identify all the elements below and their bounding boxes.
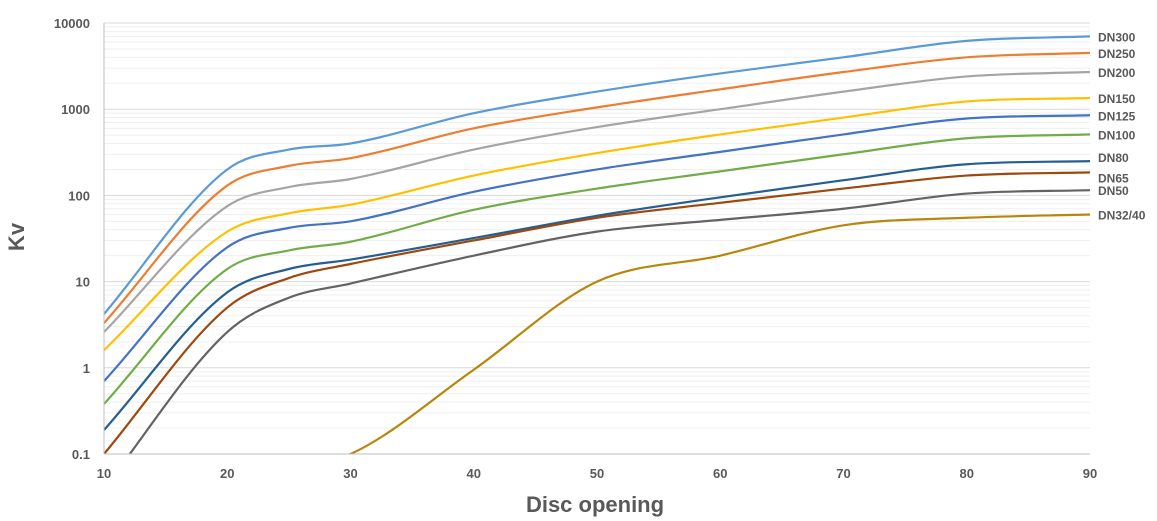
series-line-dn32-40: [347, 213, 1091, 454]
series-line-dn100: [104, 133, 1091, 405]
series-label-dn200: DN200: [1098, 66, 1136, 80]
series-label-dn125: DN125: [1098, 109, 1136, 123]
series-label-dn65: DN65: [1098, 171, 1129, 185]
series-line-dn80: [104, 160, 1091, 431]
series-line-dn300: [104, 35, 1091, 315]
series-line-dn200: [104, 70, 1091, 333]
gridlines: [104, 22, 1090, 455]
y-tick-label: 1: [83, 361, 90, 376]
y-tick-label: 10000: [54, 16, 90, 31]
x-axis-title: Disc opening: [526, 492, 664, 517]
x-tick-label: 10: [97, 466, 111, 481]
series-line-dn125: [104, 114, 1091, 382]
y-tick-label: 0.1: [72, 447, 90, 462]
series-label-dn100: DN100: [1098, 128, 1136, 142]
series-label-dn50: DN50: [1098, 184, 1129, 198]
x-tick-label: 20: [220, 466, 234, 481]
axes: 10 20 30 40 50 60 70 80 90 0.1 1 10 100 1000 10000: [54, 16, 1097, 481]
y-tick-label: 10: [76, 275, 90, 290]
series-label-dn250: DN250: [1098, 47, 1136, 61]
x-tick-label: 50: [590, 466, 604, 481]
series-labels: DN300DN250DN200DN150DN125DN100DN80DN65DN…: [1098, 30, 1146, 222]
series-label-dn300: DN300: [1098, 30, 1136, 44]
x-tick-label: 30: [343, 466, 357, 481]
series-line-dn50: [128, 189, 1091, 454]
series-label-dn150: DN150: [1098, 92, 1136, 106]
series-line-dn65: [104, 171, 1091, 454]
series-line-dn150: [104, 96, 1091, 351]
plot-area: [104, 35, 1091, 454]
series-label-dn32-40: DN32/40: [1098, 209, 1146, 223]
y-axis-title: Kv: [4, 222, 29, 251]
y-tick-label: 100: [68, 188, 90, 203]
series-label-dn80: DN80: [1098, 151, 1129, 165]
series-line-dn250: [104, 51, 1091, 324]
x-tick-label: 70: [836, 466, 850, 481]
x-tick-label: 80: [960, 466, 974, 481]
x-tick-label: 40: [467, 466, 481, 481]
y-tick-label: 1000: [61, 102, 90, 117]
x-tick-label: 90: [1083, 466, 1097, 481]
x-tick-label: 60: [713, 466, 727, 481]
